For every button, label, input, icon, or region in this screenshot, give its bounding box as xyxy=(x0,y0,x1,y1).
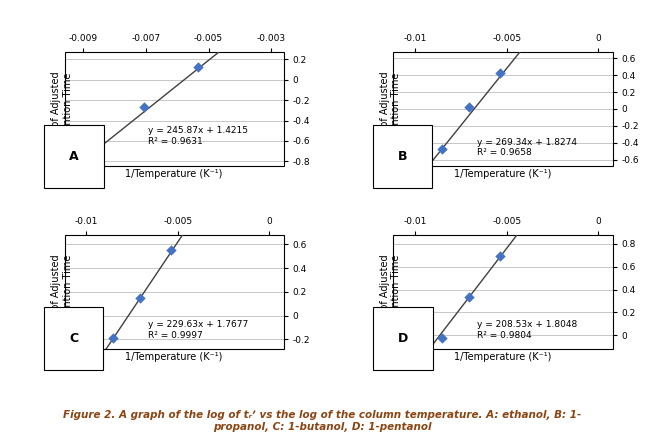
Point xyxy=(464,104,474,111)
Point xyxy=(437,145,448,152)
X-axis label: 1/Temperature (K⁻¹): 1/Temperature (K⁻¹) xyxy=(455,351,551,361)
Point xyxy=(495,70,506,77)
X-axis label: 1/Temperature (K⁻¹): 1/Temperature (K⁻¹) xyxy=(455,169,551,179)
Y-axis label: Log of Adjusted
Retention Time: Log of Adjusted Retention Time xyxy=(51,72,72,147)
Point xyxy=(108,334,119,341)
Point xyxy=(135,294,145,301)
Point xyxy=(464,294,474,301)
Text: D: D xyxy=(398,332,408,345)
Text: Figure 2. A graph of the log of tᵣʼ vs the log of the column temperature. A: eth: Figure 2. A graph of the log of tᵣʼ vs t… xyxy=(63,410,582,432)
Text: B: B xyxy=(398,150,408,163)
Y-axis label: Log of Adjusted
Retention Time: Log of Adjusted Retention Time xyxy=(380,254,401,330)
Point xyxy=(437,334,448,341)
Point xyxy=(93,133,103,140)
Point xyxy=(139,103,149,110)
Text: y = 208.53x + 1.8048
R² = 0.9804: y = 208.53x + 1.8048 R² = 0.9804 xyxy=(477,320,577,340)
Point xyxy=(166,247,177,254)
X-axis label: 1/Temperature (K⁻¹): 1/Temperature (K⁻¹) xyxy=(126,169,223,179)
Text: y = 269.34x + 1.8274
R² = 0.9658: y = 269.34x + 1.8274 R² = 0.9658 xyxy=(477,138,577,157)
Point xyxy=(192,63,203,70)
Y-axis label: Log of Adjusted
Retention Time: Log of Adjusted Retention Time xyxy=(51,254,72,330)
Text: A: A xyxy=(69,150,79,163)
X-axis label: 1/Temperature (K⁻¹): 1/Temperature (K⁻¹) xyxy=(126,351,223,361)
Y-axis label: Log of Adjusted
Retention Time: Log of Adjusted Retention Time xyxy=(380,72,401,147)
Text: y = 229.63x + 1.7677
R² = 0.9997: y = 229.63x + 1.7677 R² = 0.9997 xyxy=(148,320,248,340)
Text: y = 245.87x + 1.4215
R² = 0.9631: y = 245.87x + 1.4215 R² = 0.9631 xyxy=(148,126,248,146)
Point xyxy=(495,253,506,260)
Text: C: C xyxy=(69,332,78,345)
